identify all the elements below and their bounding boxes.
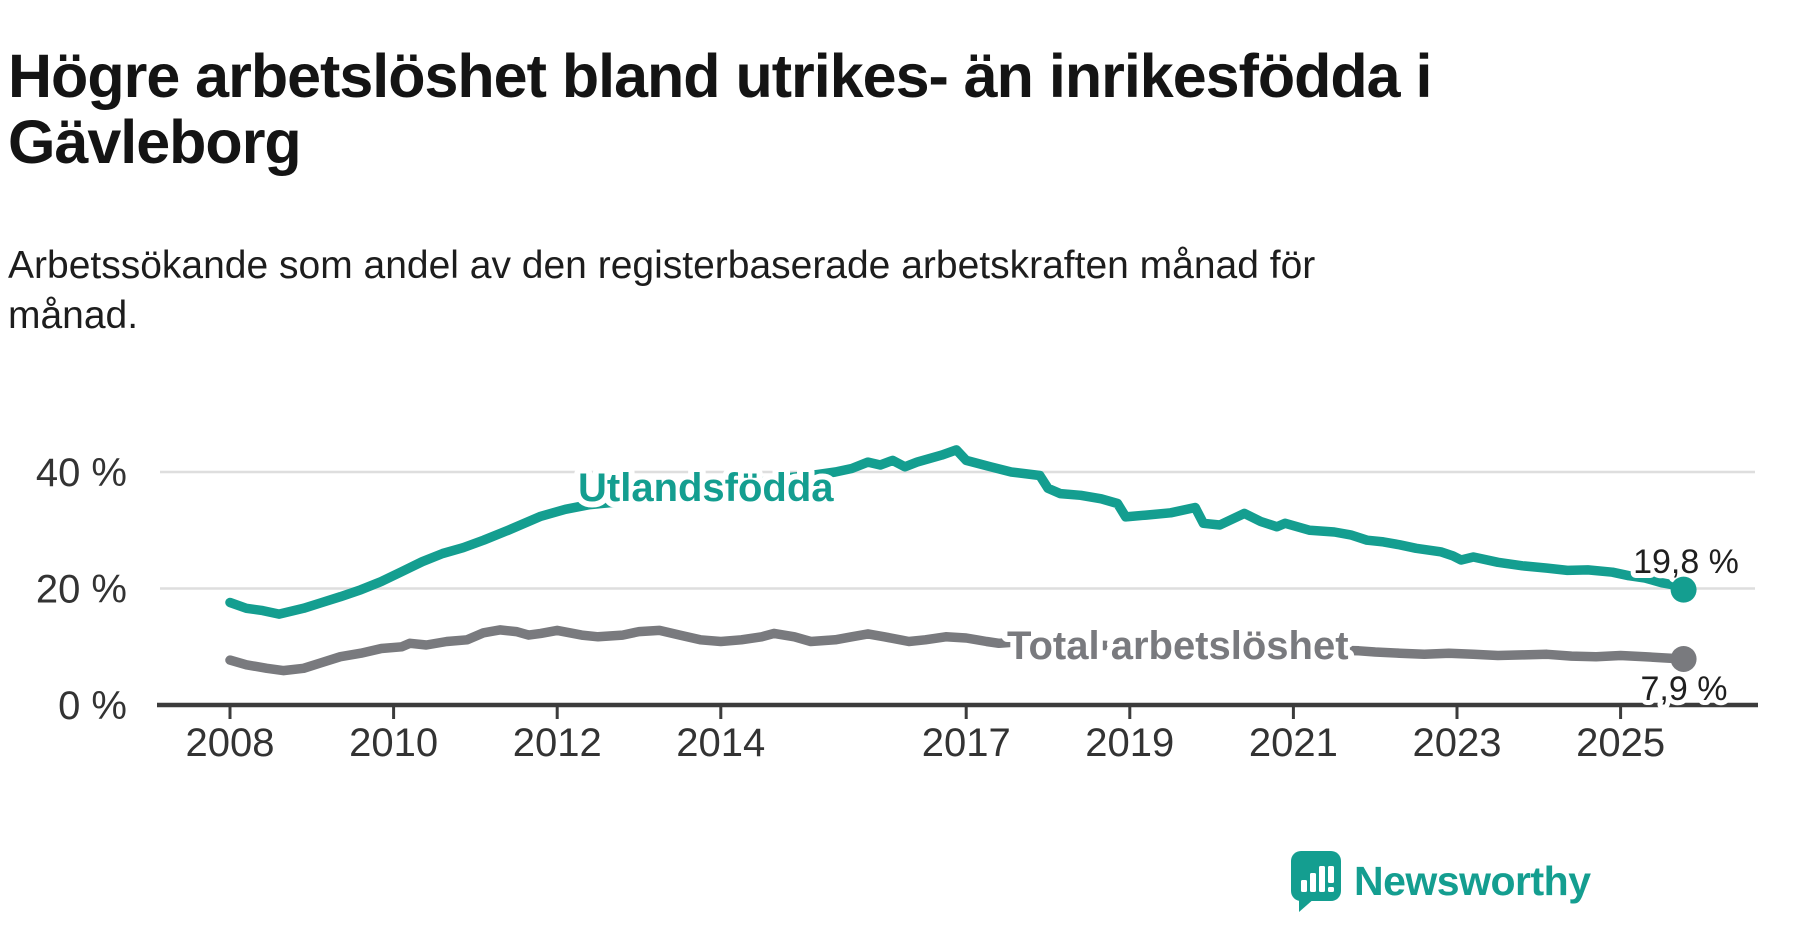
series-line-utlandsfodda (225, 445, 1689, 619)
end-value-label-total: 7,9 % (1641, 670, 1728, 708)
x-tick-label: 2021 (1249, 721, 1338, 765)
newsworthy-logo-text: Newsworthy (1354, 858, 1591, 904)
series-label-utlandsfodda: Utlandsfödda (578, 466, 834, 510)
x-tick-label: 2014 (676, 721, 765, 765)
y-axis-label: 40 % (36, 451, 127, 495)
subtitle-line-2: månad. (8, 294, 139, 337)
x-tick-label: 2025 (1576, 721, 1665, 765)
title-line-1: Högre arbetslöshet bland utrikes- än inr… (8, 41, 1432, 110)
page-title: Högre arbetslöshet bland utrikes- än inr… (8, 43, 1608, 175)
newsworthy-logo: Newsworthy (1290, 850, 1591, 913)
subtitle-line-1: Arbetssökande som andel av den registerb… (8, 244, 1316, 287)
chart-subtitle: Arbetssökande som andel av den registerb… (8, 241, 1478, 341)
x-tick-label: 2019 (1085, 721, 1174, 765)
x-tick-label: 2008 (186, 721, 275, 765)
end-value-label-utlandsfodda: 19,8 % (1633, 543, 1739, 581)
end-dot-total (1670, 645, 1697, 672)
y-axis-label: 0 % (58, 684, 127, 728)
series-line-total (225, 625, 1689, 676)
x-tick-label: 2017 (922, 721, 1011, 765)
x-tick-label: 2010 (349, 721, 438, 765)
series-label-total: Total arbetslöshet (1007, 624, 1349, 668)
y-axis-label: 20 % (36, 568, 127, 612)
x-tick-label: 2012 (513, 721, 602, 765)
end-dot-utlandsfodda (1670, 576, 1697, 603)
x-tick-label: 2023 (1413, 721, 1502, 765)
newsworthy-logo-icon (1291, 851, 1341, 912)
title-line-2: Gävleborg (8, 107, 302, 176)
